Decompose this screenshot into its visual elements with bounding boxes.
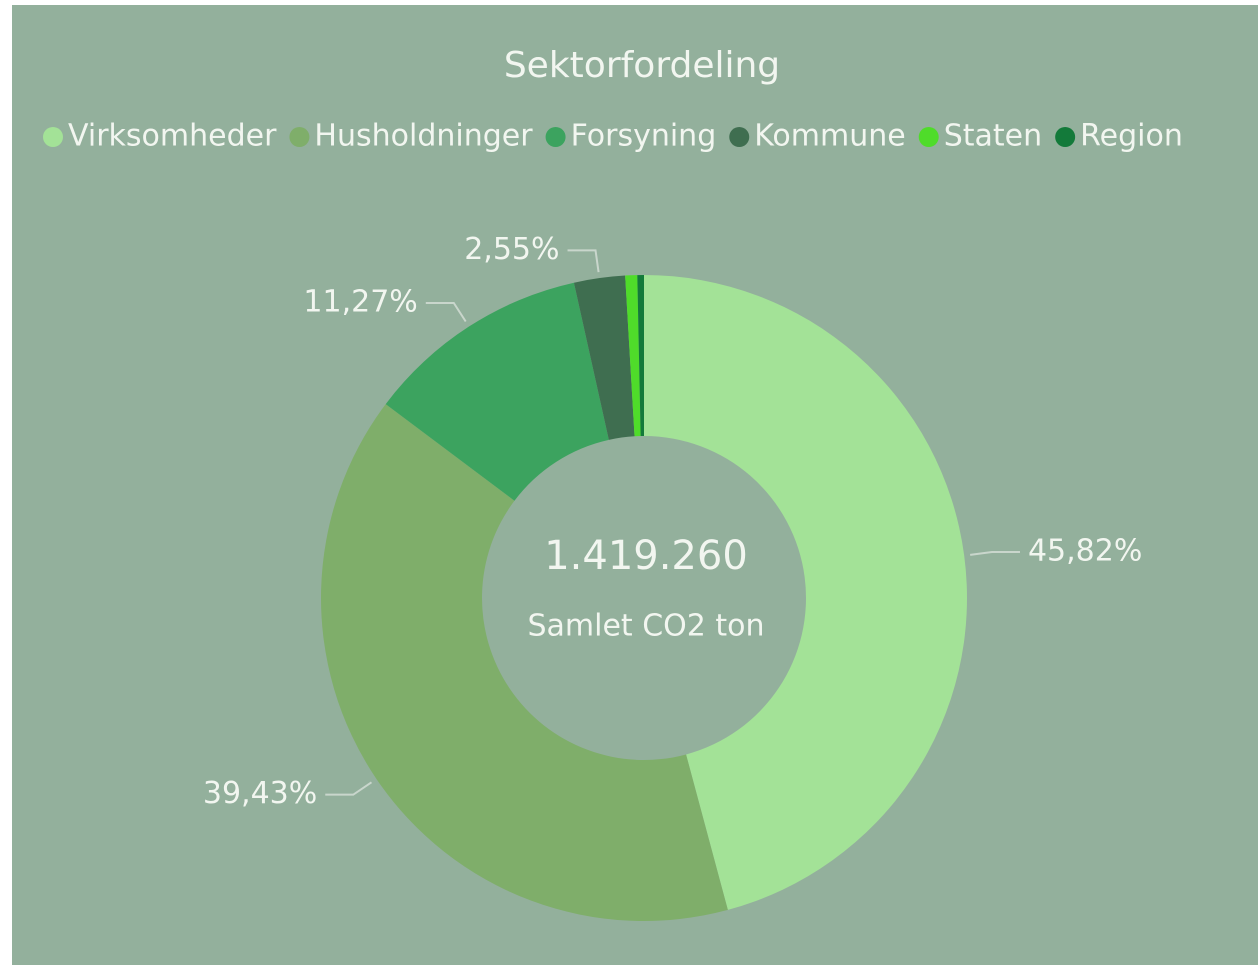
leader-line — [325, 781, 373, 796]
donut-slice — [625, 275, 641, 437]
slices: 45,82% 39,43% 11,27% 2,55% — [203, 232, 1142, 921]
donut-slice — [320, 404, 728, 921]
legend-label: Virksomheder — [68, 119, 277, 154]
donut-slice — [644, 275, 967, 910]
legend-label: Husholdninger — [314, 119, 533, 154]
leader-line — [425, 302, 467, 323]
leader-line — [970, 551, 1020, 556]
donut-slice — [637, 275, 644, 437]
legend-label: Kommune — [754, 119, 905, 154]
donut-slice — [573, 275, 635, 440]
chart-title: Sektorfordeling — [504, 45, 780, 86]
center-value: 1.419.260 — [544, 533, 748, 579]
legend-dot — [289, 127, 310, 147]
legend-dot — [918, 127, 939, 147]
legend: Virksomheder Husholdninger Forsyning Kommun… — [43, 119, 1183, 154]
data-label: 2,55% — [464, 232, 559, 267]
data-label: 45,82% — [1028, 534, 1142, 569]
legend-label: Region — [1080, 119, 1183, 154]
donut-slice — [385, 282, 609, 501]
data-label: 11,27% — [303, 285, 417, 320]
legend-label: Forsyning — [571, 119, 717, 154]
legend-label: Staten — [944, 119, 1042, 154]
legend-dot — [43, 127, 63, 147]
center-label: Samlet CO2 ton — [527, 609, 764, 644]
legend-dot — [545, 127, 566, 147]
leader-line — [567, 249, 600, 273]
legend-dot — [1055, 127, 1076, 147]
data-label: 39,43% — [203, 776, 317, 811]
legend-dot — [729, 127, 750, 147]
